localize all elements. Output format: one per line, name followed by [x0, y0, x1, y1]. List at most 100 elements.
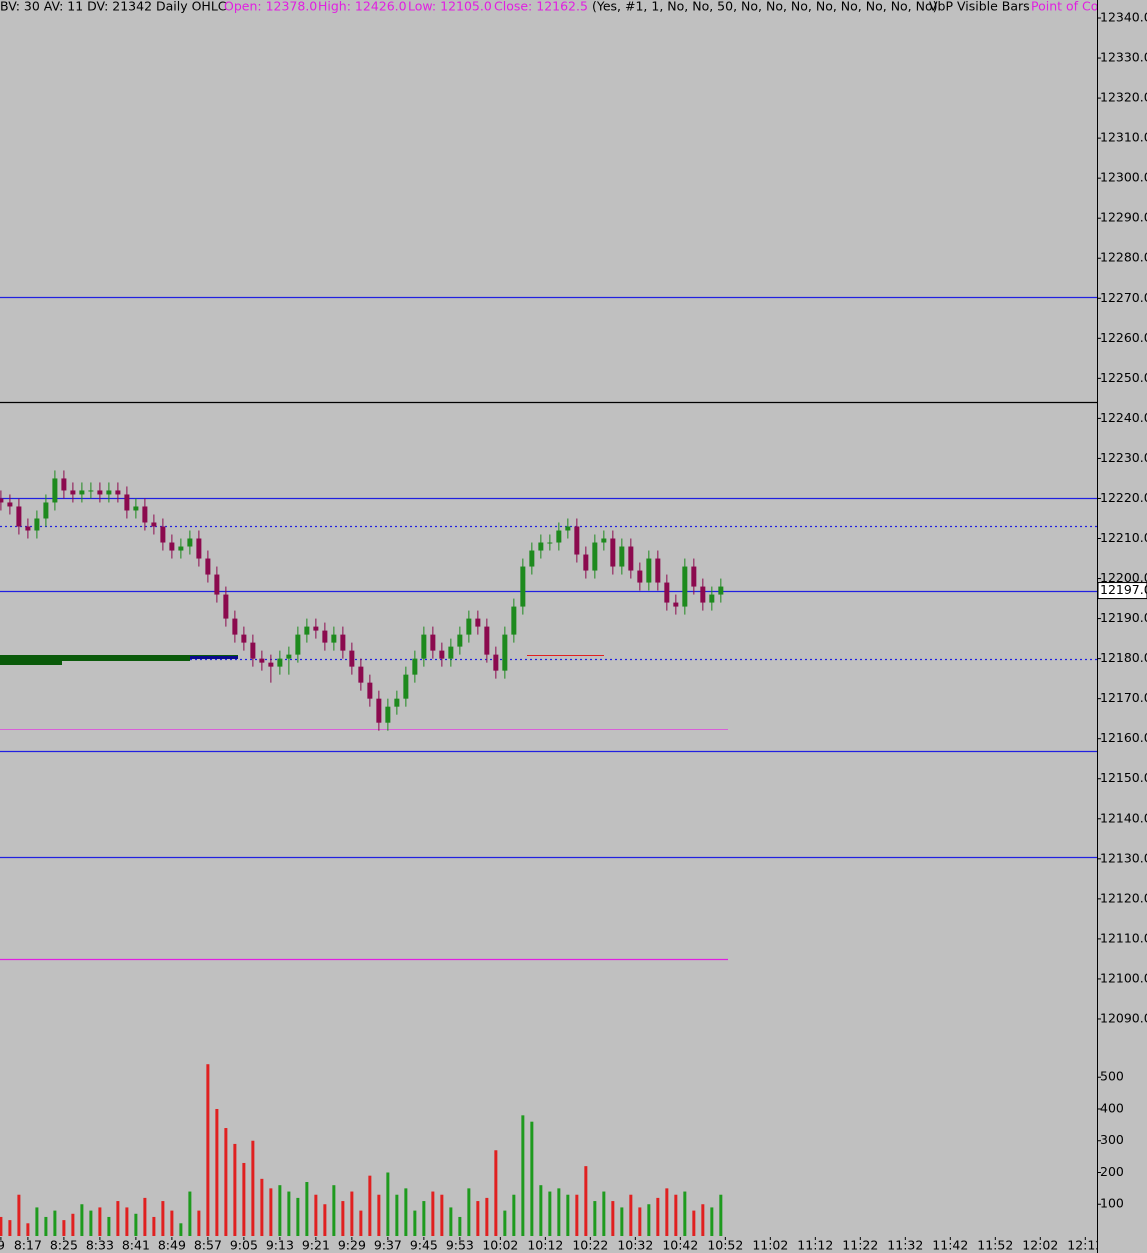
candle-body — [322, 630, 328, 643]
volume-bar — [485, 1197, 489, 1236]
volume-bar — [287, 1191, 291, 1236]
candle-body — [241, 634, 247, 643]
candle-body — [160, 526, 166, 543]
candle-body — [277, 658, 283, 667]
y-tick-label: 12210.0 — [1100, 530, 1147, 545]
volume-bar — [611, 1201, 615, 1236]
candle-body — [655, 558, 661, 583]
x-tick-label: 9:13 — [266, 1238, 294, 1253]
x-tick-label: 10:42 — [662, 1238, 698, 1253]
candle-body — [646, 558, 652, 583]
volume-bar — [620, 1207, 624, 1236]
volume-bar — [683, 1191, 687, 1236]
volume-bar — [377, 1194, 381, 1236]
x-tick-label: 8:57 — [194, 1238, 222, 1253]
profile-bar — [0, 655, 238, 658]
volume-bar — [251, 1140, 255, 1236]
candle-body — [133, 506, 139, 511]
candle-body — [34, 518, 40, 531]
x-tick-label: 12:02 — [1022, 1238, 1058, 1253]
candle-body — [493, 654, 499, 671]
volume-bar — [404, 1188, 408, 1236]
y-tick-label: 12100.0 — [1100, 970, 1147, 985]
candle-body — [331, 634, 337, 643]
x-tick-label: 8:17 — [14, 1238, 42, 1253]
volume-bar — [350, 1191, 354, 1236]
candle-body — [124, 494, 130, 511]
y-tick-label: 12340.0 — [1100, 10, 1147, 25]
volume-bar — [386, 1172, 390, 1236]
header-text: BV: 30 AV: 11 DV: 21342 Daily OHLC — [0, 0, 227, 14]
candle-body — [88, 490, 94, 492]
volume-bar — [638, 1207, 642, 1236]
volume-bar — [575, 1194, 579, 1236]
y-tick-label: 12150.0 — [1100, 770, 1147, 785]
volume-bar — [656, 1197, 660, 1236]
volume-bar — [314, 1194, 318, 1236]
candle-body — [718, 586, 724, 595]
candle-body — [538, 542, 544, 551]
volume-bar — [53, 1210, 57, 1236]
x-tick-label: 9:21 — [302, 1238, 330, 1253]
y-tick-label: 12230.0 — [1100, 450, 1147, 465]
volume-bar — [71, 1213, 75, 1236]
x-tick-label: 9:53 — [446, 1238, 474, 1253]
volume-bar — [26, 1223, 30, 1236]
y-tick-label: 12130.0 — [1100, 850, 1147, 865]
volume-bar — [368, 1175, 372, 1236]
candle-body — [502, 634, 508, 671]
candle-body — [664, 582, 670, 603]
candle-body — [367, 682, 373, 699]
candle-body — [475, 618, 481, 627]
y-tick-label: 12240.0 — [1100, 410, 1147, 425]
volume-bar — [494, 1150, 498, 1236]
y-tick-label: 12300.0 — [1100, 170, 1147, 185]
volume-bar — [206, 1064, 210, 1236]
candle-body — [106, 490, 112, 495]
profile-bar — [0, 658, 190, 661]
candle-body — [448, 646, 454, 659]
candle-body — [619, 546, 625, 567]
x-tick-label: 8:33 — [86, 1238, 114, 1253]
y-tick-label: 12180.0 — [1100, 650, 1147, 665]
candle-body — [61, 478, 67, 491]
x-tick-label: 9:37 — [374, 1238, 402, 1253]
volume-bar — [152, 1216, 156, 1236]
y-tick-label: 400 — [1100, 1100, 1124, 1115]
y-tick-label: 12250.0 — [1100, 370, 1147, 385]
volume-bar — [395, 1194, 399, 1236]
x-tick-label: 11:52 — [977, 1238, 1013, 1253]
candle-body — [394, 698, 400, 707]
x-tick-label: 11:02 — [752, 1238, 788, 1253]
volume-bar — [413, 1210, 417, 1236]
x-tick-label: 10:02 — [482, 1238, 518, 1253]
candle-body — [511, 606, 517, 635]
x-tick-label: 12:12 — [1067, 1238, 1103, 1253]
candle-body — [196, 538, 202, 559]
candle-body — [232, 618, 238, 635]
y-tick-label: 12260.0 — [1100, 330, 1147, 345]
y-tick-label: 12170.0 — [1100, 690, 1147, 705]
candle-body — [259, 658, 265, 663]
candle-body — [79, 490, 85, 495]
x-tick-label: 10:52 — [707, 1238, 743, 1253]
candle-body — [115, 490, 121, 495]
volume-bar — [431, 1191, 435, 1236]
last-price-label: 12197.0 — [1100, 582, 1147, 597]
candle-body — [295, 634, 301, 655]
candle-body — [484, 626, 490, 655]
volume-bar — [701, 1204, 705, 1236]
volume-bar — [710, 1207, 714, 1236]
y-tick-label: 12140.0 — [1100, 810, 1147, 825]
candle-body — [565, 526, 571, 531]
candle-body — [439, 650, 445, 659]
candle-body — [691, 566, 697, 587]
header-text: (Yes, #1, 1, No, No, 50, No, No, No, No,… — [592, 0, 938, 14]
y-tick-label: 12280.0 — [1100, 250, 1147, 265]
volume-bar — [530, 1121, 534, 1236]
candle-body — [574, 526, 580, 555]
volume-bar — [665, 1188, 669, 1236]
volume-bar — [143, 1197, 147, 1236]
